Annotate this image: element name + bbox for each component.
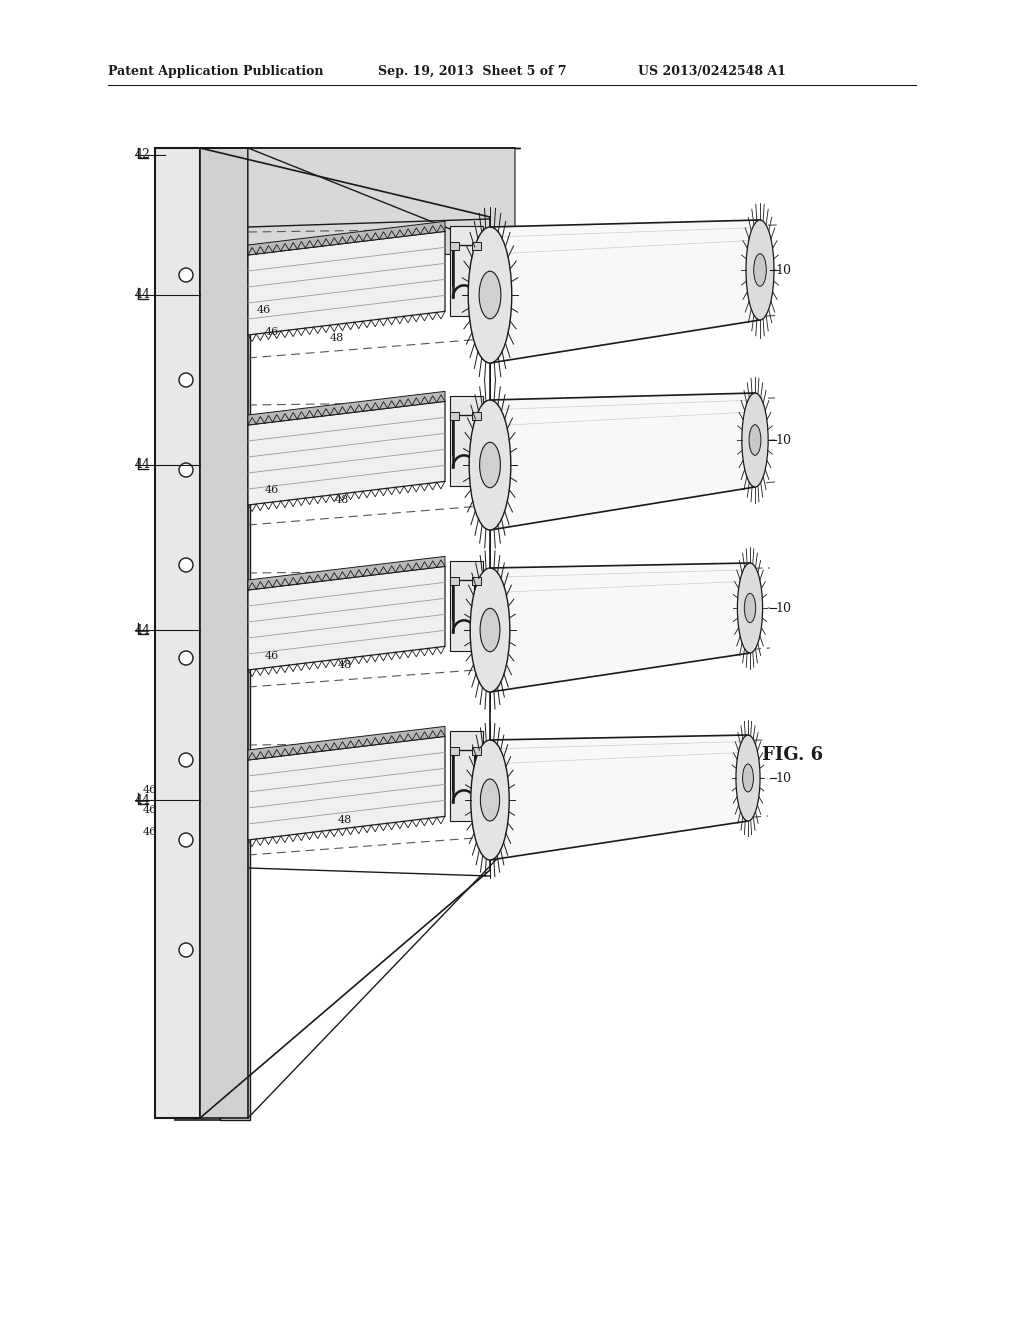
Text: 42: 42 <box>135 149 151 161</box>
Ellipse shape <box>179 268 193 282</box>
Polygon shape <box>450 412 459 420</box>
Text: 44: 44 <box>135 793 151 807</box>
Text: 44: 44 <box>135 623 151 636</box>
Text: 48: 48 <box>338 660 352 671</box>
Ellipse shape <box>468 227 512 363</box>
Polygon shape <box>200 148 248 1118</box>
Ellipse shape <box>744 594 756 623</box>
Text: 46: 46 <box>143 828 158 837</box>
Polygon shape <box>155 148 200 1118</box>
Ellipse shape <box>736 735 760 821</box>
Text: 46: 46 <box>143 785 158 795</box>
Polygon shape <box>248 222 445 255</box>
Text: US 2013/0242548 A1: US 2013/0242548 A1 <box>638 66 785 78</box>
Ellipse shape <box>746 220 774 319</box>
Ellipse shape <box>754 253 766 286</box>
Ellipse shape <box>179 942 193 957</box>
Polygon shape <box>450 731 483 821</box>
Polygon shape <box>248 726 445 760</box>
Polygon shape <box>490 564 750 692</box>
Ellipse shape <box>179 752 193 767</box>
Ellipse shape <box>179 463 193 477</box>
Ellipse shape <box>179 374 193 387</box>
Ellipse shape <box>179 558 193 572</box>
Polygon shape <box>248 231 445 335</box>
Text: Patent Application Publication: Patent Application Publication <box>108 66 324 78</box>
Polygon shape <box>200 148 515 260</box>
Text: 46: 46 <box>265 651 280 661</box>
Ellipse shape <box>469 400 511 531</box>
Ellipse shape <box>480 779 500 821</box>
Polygon shape <box>248 391 445 425</box>
Text: 46: 46 <box>257 305 271 315</box>
Polygon shape <box>248 737 445 840</box>
Polygon shape <box>490 393 755 531</box>
Text: 46: 46 <box>143 805 158 814</box>
Polygon shape <box>450 577 459 585</box>
Polygon shape <box>248 401 445 506</box>
Text: 46: 46 <box>265 327 280 337</box>
Polygon shape <box>220 148 250 1119</box>
Polygon shape <box>450 747 459 755</box>
Polygon shape <box>472 412 481 420</box>
Ellipse shape <box>480 609 500 652</box>
Text: 10: 10 <box>775 771 791 784</box>
Text: 44: 44 <box>135 289 151 301</box>
Ellipse shape <box>750 425 761 455</box>
Ellipse shape <box>179 651 193 665</box>
Polygon shape <box>490 220 760 363</box>
Text: 44: 44 <box>135 458 151 471</box>
Text: 48: 48 <box>335 495 349 506</box>
Ellipse shape <box>737 564 763 653</box>
Text: FIG. 6: FIG. 6 <box>762 746 823 764</box>
Polygon shape <box>472 577 481 585</box>
Polygon shape <box>175 148 220 1119</box>
Ellipse shape <box>471 741 509 861</box>
Ellipse shape <box>179 833 193 847</box>
Polygon shape <box>450 561 483 651</box>
Text: 48: 48 <box>338 814 352 825</box>
Polygon shape <box>248 566 445 671</box>
Polygon shape <box>450 243 459 251</box>
Text: 46: 46 <box>265 484 280 495</box>
Ellipse shape <box>470 568 510 692</box>
Polygon shape <box>248 556 445 590</box>
Polygon shape <box>490 735 748 861</box>
Ellipse shape <box>479 442 501 488</box>
Polygon shape <box>472 243 481 251</box>
Text: 10: 10 <box>775 433 791 446</box>
Polygon shape <box>472 747 481 755</box>
Ellipse shape <box>741 393 768 487</box>
Text: Sep. 19, 2013  Sheet 5 of 7: Sep. 19, 2013 Sheet 5 of 7 <box>378 66 566 78</box>
Text: 48: 48 <box>330 333 344 343</box>
Polygon shape <box>450 396 483 486</box>
Ellipse shape <box>742 764 754 792</box>
Text: 10: 10 <box>775 602 791 615</box>
Polygon shape <box>450 226 483 317</box>
Ellipse shape <box>479 271 501 319</box>
Text: 10: 10 <box>775 264 791 276</box>
